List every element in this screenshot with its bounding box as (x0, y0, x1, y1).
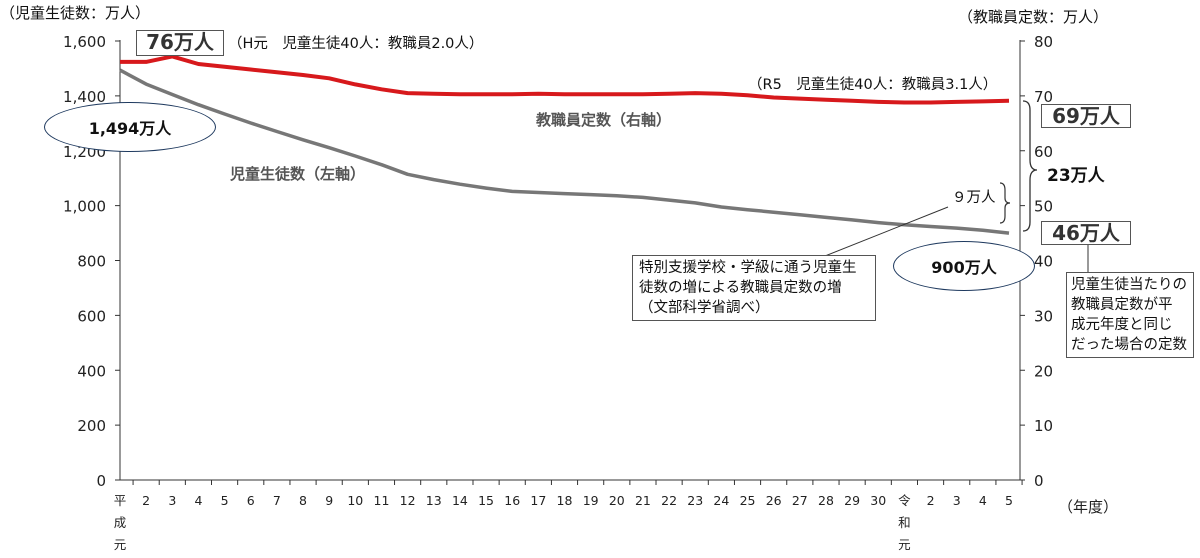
start-staff-box: 76万人 (136, 30, 224, 56)
y-right-axis-title: （教職員定数：万人） (958, 8, 1109, 26)
y-left-axis-title: （児童生徒数：万人） (0, 4, 151, 22)
x-tick-label: 21 (635, 493, 651, 508)
y-left-tick-label: 1,600 (63, 33, 106, 51)
y-right-tick-label: 50 (1034, 198, 1053, 216)
y-right-tick-label: 80 (1034, 33, 1053, 51)
y-left-tick-label: 200 (77, 417, 106, 435)
hypothetical-line-1: 児童生徒当たりの (1071, 277, 1187, 293)
x-tick-label: 5 (221, 493, 229, 508)
x-tick-label: 15 (478, 493, 494, 508)
x-tick-label: 和 (898, 515, 911, 530)
end-students-label: 900万人 (931, 258, 997, 277)
callout-pointer-line (824, 206, 949, 257)
special-needs-line-3: （文部科学省調べ） (639, 300, 770, 316)
x-tick-label: 2 (142, 493, 150, 508)
hypothetical-line-2: 教職員定数が平 (1071, 297, 1173, 313)
x-tick-label: 29 (844, 493, 860, 508)
student-series-line (119, 68, 1010, 235)
x-tick-label: 成 (114, 515, 127, 530)
x-tick-label: 17 (530, 493, 546, 508)
staff-series-line (120, 54, 1010, 105)
x-tick-label: 3 (168, 493, 176, 508)
x-tick-label: 元 (114, 537, 127, 552)
y-left-tick-label: 1,400 (63, 88, 106, 106)
y-left-tick-label: 1,000 (63, 198, 106, 216)
x-tick-label: 令 (898, 493, 911, 508)
x-tick-label: 27 (792, 493, 808, 508)
gap-label: 23万人 (1047, 166, 1105, 186)
x-tick-label: 24 (713, 493, 729, 508)
x-tick-label: 10 (347, 493, 363, 508)
y-right-tick-label: 70 (1034, 88, 1053, 106)
hypothetical-staff-box: 46万人 (1041, 221, 1131, 245)
x-tick-label: 18 (557, 493, 573, 508)
x-tick-label: 20 (609, 493, 625, 508)
x-tick-label: 7 (273, 493, 281, 508)
small-gap-brace (999, 182, 1011, 224)
x-tick-label: 6 (247, 493, 255, 508)
hypothetical-line-3: 成元年度と同じ (1071, 317, 1173, 333)
special-needs-callout: 特別支援学校・学級に通う児童生 徒数の増による教職員定数の増 （文部科学省調べ） (632, 255, 876, 321)
x-tick-label: 3 (953, 493, 961, 508)
hypothetical-line-4: だった場合の定数 (1071, 337, 1187, 353)
y-left-tick-label: 0 (96, 472, 106, 490)
small-gap-label: ９万人 (952, 190, 996, 206)
x-tick-label: 9 (325, 493, 333, 508)
x-tick-label: 5 (1005, 493, 1013, 508)
y-right-tick-label: 10 (1034, 417, 1053, 435)
y-right-tick-label: 40 (1034, 253, 1053, 271)
end-ratio-note: （R5 児童生徒40人：教職員3.1人） (748, 77, 998, 93)
x-tick-label: 2 (927, 493, 935, 508)
x-tick-label: 30 (870, 493, 886, 508)
special-needs-line-2: 徒数の増による教職員定数の増 (639, 280, 842, 296)
x-tick-label: 25 (740, 493, 756, 508)
y-left-tick-label: 800 (77, 253, 106, 271)
start-ratio-note: （H元 児童生徒40人：教職員2.0人） (228, 36, 484, 52)
x-tick-label: 11 (374, 493, 390, 508)
student-series-label: 児童生徒数（左軸） (230, 165, 366, 183)
start-students-ellipse: 1,494万人 (44, 102, 216, 152)
x-tick-label: 22 (661, 493, 677, 508)
y-left-tick-label: 400 (77, 362, 106, 380)
end-students-ellipse: 900万人 (893, 241, 1035, 291)
y-left-tick-label: 600 (77, 307, 106, 325)
y-right-tick-label: 20 (1034, 362, 1053, 380)
x-axis-unit-label: （年度） (1058, 498, 1118, 516)
y-right-tick-label: 60 (1034, 143, 1053, 161)
y-right-tick-label: 30 (1034, 307, 1053, 325)
staff-series-label: 教職員定数（右軸） (536, 111, 672, 129)
x-tick-label: 12 (400, 493, 416, 508)
x-tick-label: 26 (766, 493, 782, 508)
special-needs-line-1: 特別支援学校・学級に通う児童生 (639, 260, 857, 276)
x-tick-label: 19 (583, 493, 599, 508)
gap-brace (1022, 100, 1038, 232)
x-tick-label: 13 (426, 493, 442, 508)
x-tick-label: 元 (898, 537, 911, 552)
hypothetical-callout: 児童生徒当たりの 教職員定数が平 成元年度と同じ だった場合の定数 (1066, 272, 1194, 358)
x-tick-label: 平 (114, 493, 127, 508)
x-tick-label: 16 (504, 493, 520, 508)
end-staff-box: 69万人 (1041, 104, 1131, 128)
y-right-tick-label: 0 (1034, 472, 1044, 490)
x-tick-label: 4 (194, 493, 202, 508)
x-tick-label: 23 (687, 493, 703, 508)
start-students-label: 1,494万人 (88, 119, 172, 138)
x-tick-label: 14 (452, 493, 468, 508)
x-tick-label: 28 (818, 493, 834, 508)
x-tick-label: 8 (299, 493, 307, 508)
x-tick-label: 4 (979, 493, 987, 508)
